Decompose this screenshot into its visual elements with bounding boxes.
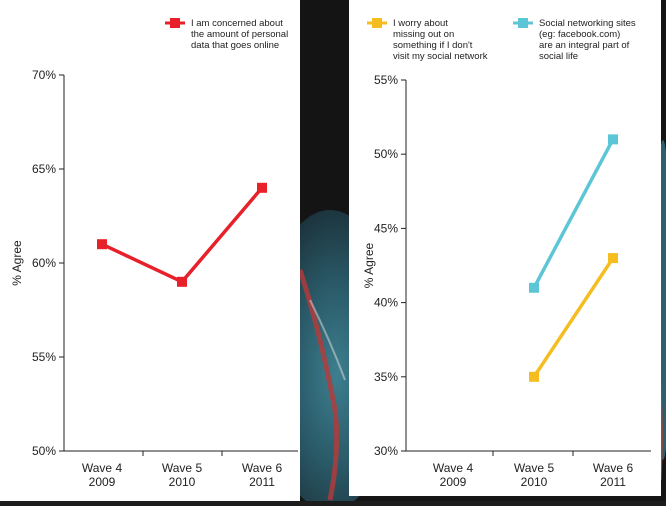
x-tick-label: 2010 bbox=[169, 475, 196, 489]
x-tick-label: 2009 bbox=[89, 475, 116, 489]
y-tick-label: 35% bbox=[374, 370, 398, 384]
x-tick-label: Wave 4 bbox=[433, 461, 474, 475]
y-tick-label: 60% bbox=[32, 256, 56, 270]
y-tick-label: 30% bbox=[374, 444, 398, 458]
y-tick-label: 55% bbox=[32, 350, 56, 364]
x-tick-label: Wave 5 bbox=[514, 461, 555, 475]
y-tick-label: 70% bbox=[32, 68, 56, 82]
left-chart-panel: 50% 55% 60% 65% 70% Wave 4 2009 Wave 5 2010 Wave … bbox=[0, 0, 300, 501]
y-tick-label: 55% bbox=[374, 73, 398, 87]
x-tick-label: 2011 bbox=[249, 475, 275, 489]
legend-label: Social networking sites bbox=[539, 18, 636, 29]
legend-label: are an integral part of bbox=[539, 40, 630, 51]
legend-marker bbox=[518, 18, 528, 28]
legend-label: social life bbox=[539, 51, 578, 62]
y-tick-label: 50% bbox=[374, 147, 398, 161]
legend-label: data that goes online bbox=[191, 40, 279, 51]
data-point-marker bbox=[257, 182, 267, 193]
x-tick-label: Wave 5 bbox=[162, 461, 203, 475]
x-tick-label: 2011 bbox=[600, 475, 626, 489]
data-point-marker bbox=[529, 282, 539, 293]
y-tick-label: 40% bbox=[374, 296, 398, 310]
y-tick-label: 65% bbox=[32, 162, 56, 176]
y-axis-title: % Agree bbox=[362, 242, 376, 288]
y-tick-label: 50% bbox=[32, 444, 56, 458]
right-chart-panel: 30% 35% 40% 45% 50% 55% Wave 4 2009 Wave 5 2010 Wa… bbox=[349, 0, 661, 496]
legend-marker bbox=[170, 18, 180, 28]
legend-label: (eg: facebook.com) bbox=[539, 29, 620, 40]
x-tick-label: Wave 4 bbox=[82, 461, 123, 475]
data-point-marker bbox=[608, 253, 618, 264]
data-point-marker bbox=[608, 134, 618, 145]
legend-label: the amount of personal bbox=[191, 29, 288, 40]
legend-label: something if I don't bbox=[393, 40, 473, 51]
legend-label: missing out on bbox=[393, 29, 454, 40]
data-point-marker bbox=[529, 371, 539, 382]
data-point-marker bbox=[177, 276, 187, 287]
legend-label: I worry about bbox=[393, 18, 448, 29]
y-axis-title: % Agree bbox=[10, 240, 24, 286]
legend-label: I am concerned about bbox=[191, 18, 283, 29]
x-tick-label: Wave 6 bbox=[593, 461, 634, 475]
series-line bbox=[532, 138, 615, 289]
x-tick-label: 2010 bbox=[521, 475, 548, 489]
x-tick-label: Wave 6 bbox=[242, 461, 283, 475]
legend-marker bbox=[372, 18, 382, 28]
series-line bbox=[101, 186, 264, 284]
x-tick-label: 2009 bbox=[440, 475, 467, 489]
legend-label: visit my social network bbox=[393, 51, 488, 62]
data-point-marker bbox=[97, 239, 107, 250]
y-tick-label: 45% bbox=[374, 221, 398, 235]
series-line bbox=[532, 257, 615, 378]
